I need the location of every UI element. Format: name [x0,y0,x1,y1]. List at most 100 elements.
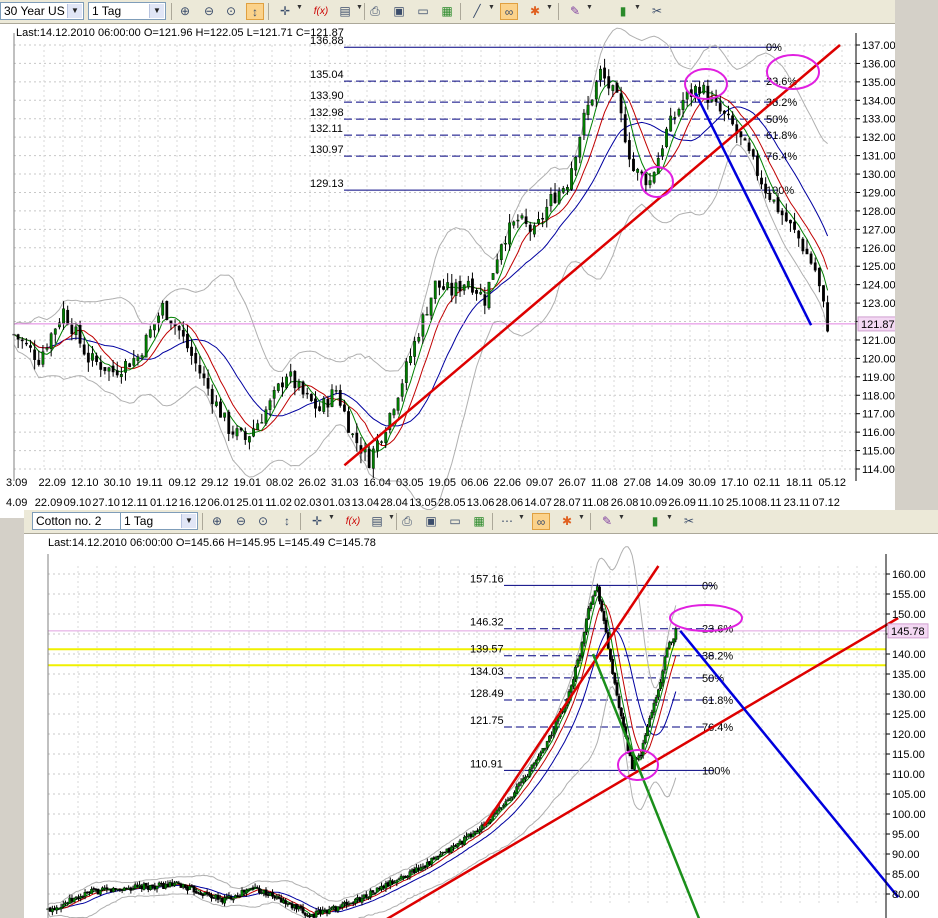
export-icon[interactable]: ▦ [473,514,485,528]
zoom-out-icon[interactable]: ⊖ [203,4,215,18]
crosshair-icon[interactable]: ✛ [311,514,323,528]
toolbar-separator [492,513,493,530]
fib-price-label: 135.04 [310,69,344,81]
candle-body [673,117,677,119]
candle-body [111,365,115,373]
candle-body [258,888,261,893]
chevron-down-icon[interactable]: ▼ [181,514,196,528]
settings-icon[interactable]: ✂ [651,4,663,18]
chevron-down-icon[interactable]: ▼ [586,4,593,11]
trendline-tool-icon[interactable]: ╱ [473,4,481,18]
autoscale-icon[interactable]: ↕ [246,3,264,20]
chevron-down-icon[interactable]: ▼ [328,514,335,521]
y-tick-label: 155.00 [892,589,926,601]
chevron-down-icon[interactable]: ▼ [356,4,363,11]
candle-body [789,219,792,224]
delete-drawing-icon[interactable]: ✱ [561,514,573,528]
crosshair-icon[interactable]: ✛ [279,4,291,18]
drawing-color-icon[interactable]: ✎ [569,4,581,18]
candle-body [611,85,615,91]
bottom-trendlines[interactable] [375,565,900,918]
bottom-fibonacci[interactable]: 157.160%146.3223.6%139.5738.2%134.0350%1… [470,573,733,777]
candle-body [619,707,623,717]
candle-body [491,273,495,280]
x-tick-label: 01.03 [323,497,351,509]
print-icon[interactable]: ⎙ [370,4,380,18]
function-icon[interactable]: f(x) [313,6,329,17]
chevron-down-icon[interactable]: ▼ [149,4,164,18]
candle-body [698,86,701,94]
y-tick-label: 126.00 [862,243,895,255]
bottom-horizontal-lines[interactable] [48,630,886,667]
candle-body [613,673,617,684]
candle-body [425,314,429,316]
page-icon[interactable]: ▭ [417,4,429,18]
candle-style-icon[interactable]: ▮ [619,4,627,18]
candle-body [532,762,536,766]
chevron-down-icon[interactable]: ▼ [666,514,673,521]
function-icon[interactable]: f(x) [345,516,361,527]
link-icon[interactable]: ∞ [532,513,550,530]
candle-body [586,104,590,116]
interval-select[interactable]: 1 Tag ▼ [120,512,198,530]
top-chart[interactable]: Last:14.12.2010 06:00:00 O=121.96 H=122.… [0,24,895,518]
candle-body [252,428,255,437]
candle-body [82,344,86,355]
zoom-reset-icon[interactable]: ⊙ [225,4,237,18]
candle-body [571,679,575,687]
candle-body [604,619,608,633]
save-icon[interactable]: ▣ [425,514,437,528]
link-icon[interactable]: ∞ [500,3,518,20]
chevron-down-icon[interactable]: ▼ [67,4,82,18]
candle-body [78,324,82,344]
candle-body [519,781,523,784]
top-trendlines[interactable] [343,44,841,467]
symbol-select[interactable]: Cotton no. 2 ▼ [32,512,140,530]
zoom-reset-icon[interactable]: ⊙ [257,514,269,528]
candle-body [545,206,549,221]
autoscale-icon[interactable]: ↕ [284,514,290,528]
candle-body [552,728,556,735]
y-tick-label: 114.00 [862,464,895,476]
page-icon[interactable]: ▭ [449,514,461,528]
candle-body [650,711,654,718]
chevron-down-icon[interactable]: ▼ [388,514,395,521]
chevron-down-icon[interactable]: ▼ [488,4,495,11]
drawing-color-icon[interactable]: ✎ [601,514,613,528]
candle-body [580,642,584,657]
chevron-down-icon[interactable]: ▼ [634,4,641,11]
candle-body [450,282,454,296]
x-tick-label: 19.11 [136,477,163,489]
candle-body [205,892,209,895]
chevron-down-icon[interactable]: ▼ [618,514,625,521]
candle-body [648,180,652,186]
chevron-down-icon[interactable]: ▼ [578,514,585,521]
grid-icon[interactable]: ⋯ [501,514,513,528]
candle-body [545,741,549,748]
bottom-chart[interactable]: Last:14.12.2010 06:00:00 O=145.66 H=145.… [24,534,938,918]
interval-select[interactable]: 1 Tag ▼ [88,2,166,20]
chart-template-icon[interactable]: ▤ [339,4,351,18]
print-icon[interactable]: ⎙ [402,514,412,528]
chevron-down-icon[interactable]: ▼ [518,514,525,521]
chevron-down-icon[interactable]: ▼ [296,4,303,11]
bottom-grid [48,566,886,906]
candle-style-icon[interactable]: ▮ [651,514,659,528]
chevron-down-icon[interactable]: ▼ [546,4,553,11]
save-icon[interactable]: ▣ [393,4,405,18]
toolbar-separator [590,513,591,530]
candle-body [239,427,243,431]
x-tick-label: 11.10 [697,497,724,509]
zoom-in-icon[interactable]: ⊕ [179,4,191,18]
chart-template-icon[interactable]: ▤ [371,514,383,528]
candle-body [336,906,340,912]
candle-body [248,436,251,443]
top-fibonacci[interactable]: 136.880%135.0423.6%133.9038.2%132.9850%1… [310,35,797,197]
settings-icon[interactable]: ✂ [683,514,695,528]
candle-body [326,399,330,408]
zoom-in-icon[interactable]: ⊕ [211,514,223,528]
export-icon[interactable]: ▦ [441,4,453,18]
zoom-out-icon[interactable]: ⊖ [235,514,247,528]
delete-drawing-icon[interactable]: ✱ [529,4,541,18]
symbol-select[interactable]: 30 Year US T ▼ [0,2,84,20]
